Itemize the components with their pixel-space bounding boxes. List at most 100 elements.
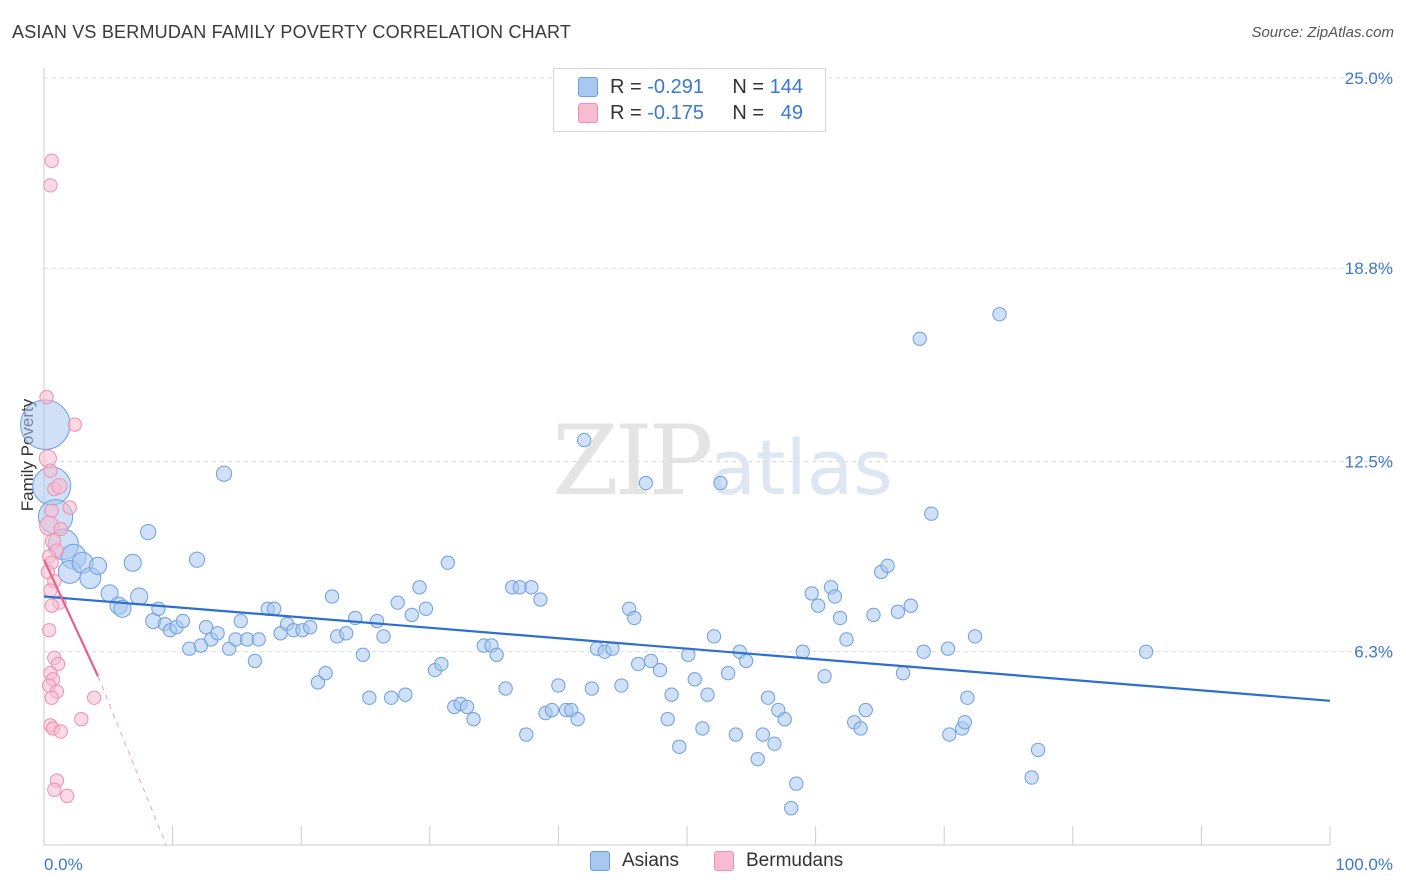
asian-point [940, 641, 956, 656]
bermudans-legend-label: Bermudans [746, 850, 844, 871]
legend-r-value-bermudans: -0.175 [647, 101, 704, 124]
asian-trend-line [43, 595, 1331, 702]
bermudans-swatch [578, 103, 598, 123]
asian-point [398, 687, 413, 702]
asians-swatch [578, 77, 598, 97]
asian-point [652, 662, 668, 678]
bermudan-point [44, 503, 59, 518]
asian-point [412, 580, 427, 595]
asian-point [614, 678, 629, 693]
asian-point [660, 712, 675, 727]
bermudan-point [44, 690, 59, 705]
asian-point [916, 644, 931, 659]
asian-point [498, 681, 513, 696]
bermudan-point [53, 521, 68, 537]
asian-point [687, 672, 702, 687]
asian-point [672, 739, 687, 754]
asian-point [440, 555, 455, 570]
watermark-atlas: atlas [709, 423, 893, 512]
asian-point [376, 629, 391, 644]
legend-n-value-asians: 144 [769, 75, 803, 98]
asian-point [713, 475, 728, 491]
bermudan-point [41, 623, 57, 638]
bermudan-point [62, 500, 77, 515]
asian-point [721, 666, 736, 681]
asian-point [827, 589, 843, 604]
asian-point [418, 601, 434, 616]
asian-point [967, 629, 983, 644]
legend: R = -0.291 N = 144 R = -0.175 N = 49 [553, 68, 826, 132]
asian-point [750, 751, 765, 767]
asian-point [384, 690, 399, 705]
asian-point [695, 721, 710, 736]
asian-point [817, 669, 832, 684]
source-label: Source: ZipAtlas.com [1251, 24, 1394, 41]
asian-point [489, 647, 504, 662]
asian-point [777, 712, 792, 727]
asian-point [267, 601, 282, 616]
legend-row-asians: R = -0.291 N = 144 [578, 75, 803, 99]
asian-point [544, 702, 560, 718]
asian-point [1030, 742, 1046, 758]
chart-title: ASIAN VS BERMUDAN FAMILY POVERTY CORRELA… [12, 22, 572, 42]
asian-point [924, 506, 939, 521]
bermudan-trend-extension [97, 676, 167, 846]
asian-point [755, 727, 771, 742]
asian-point [804, 586, 819, 601]
asian-point [215, 465, 233, 482]
legend-n-label: N = [732, 75, 765, 98]
asian-point [706, 629, 722, 644]
asian-point [960, 690, 975, 705]
bermudan-point [59, 788, 75, 804]
asian-point [895, 666, 911, 681]
asian-point [627, 610, 642, 626]
legend-row-bermudans: R = -0.175 N = 49 [578, 101, 803, 125]
bermudan-point [50, 656, 66, 672]
asian-point [584, 681, 599, 696]
asian-point [767, 736, 782, 751]
asian-point [784, 801, 799, 816]
asians-legend-label: Asians [622, 850, 680, 871]
bermudan-point [87, 690, 102, 705]
asian-point [339, 626, 354, 641]
asian-point [664, 687, 679, 702]
asian-point [942, 727, 957, 742]
asian-point [739, 653, 754, 669]
x-tick-label-max: 100.0% [1335, 855, 1393, 874]
asian-point [789, 776, 804, 791]
asian-point [795, 644, 810, 659]
asian-point [957, 715, 972, 730]
bermudan-point [43, 463, 58, 478]
asian-point [140, 523, 157, 541]
legend-r-label: R = [610, 75, 642, 98]
bermudan-point [74, 712, 89, 727]
asian-point [728, 727, 744, 742]
asian-point [369, 613, 385, 629]
bermudan-point [67, 417, 83, 432]
asians-legend-swatch [590, 851, 610, 871]
bottom-legend-bermudans: Bermudans [714, 850, 843, 872]
asian-point [638, 475, 653, 491]
asian-point [570, 712, 585, 727]
asian-point [233, 613, 248, 629]
bermudan-point [43, 178, 58, 193]
asian-point [318, 666, 333, 681]
x-tick-label-min: 0.0% [44, 855, 83, 874]
legend-n-value-bermudans: 49 [780, 101, 803, 124]
asian-point [88, 556, 108, 575]
bermudans-legend-swatch [714, 851, 734, 871]
asian-point [434, 656, 449, 672]
asian-point [390, 595, 405, 610]
asian-point [362, 690, 377, 705]
asian-point [643, 653, 659, 669]
asian-point [524, 580, 539, 595]
bermudan-trend-line [43, 559, 100, 677]
legend-r-value-asians: -0.291 [647, 75, 704, 98]
asian-point [151, 601, 166, 616]
y-tick-label: 18.8% [1345, 259, 1393, 278]
y-tick-label: 6.3% [1354, 643, 1393, 662]
y-tick-label: 12.5% [1345, 453, 1393, 472]
asian-point [303, 620, 318, 635]
asian-point [811, 598, 826, 613]
